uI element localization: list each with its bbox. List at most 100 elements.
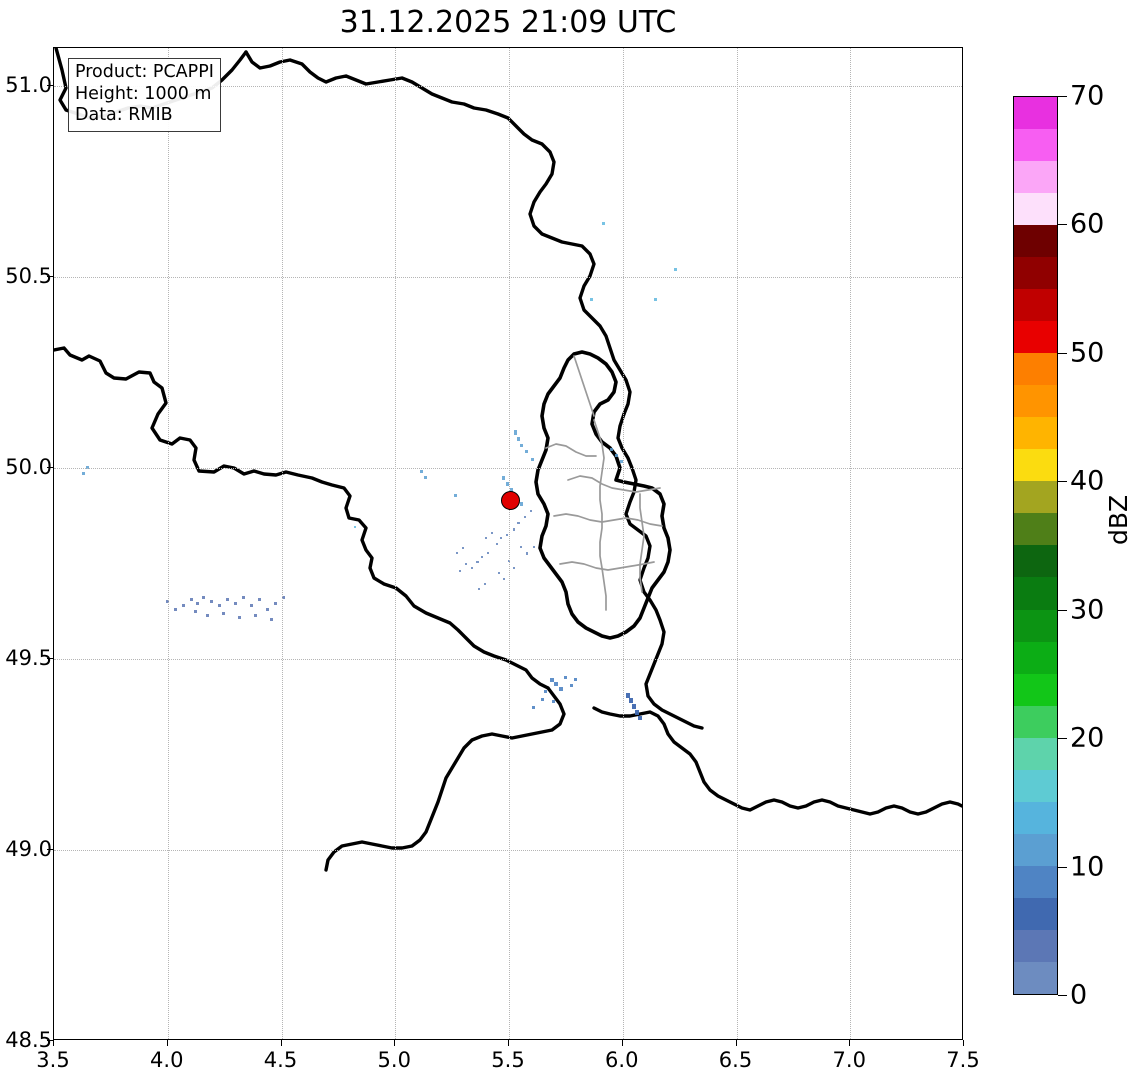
- colorbar-band: [1014, 481, 1057, 514]
- colorbar-band: [1014, 641, 1057, 674]
- colorbar-tick: [1058, 352, 1067, 354]
- colorbar-band: [1014, 193, 1057, 226]
- colorbar-band: [1014, 449, 1057, 482]
- colorbar-band: [1014, 705, 1057, 738]
- map-plot-area[interactable]: Product: PCAPPI Height: 1000 m Data: RMI…: [53, 47, 963, 1040]
- colorbar-tick-label: 10: [1070, 851, 1105, 883]
- colorbar-band: [1014, 161, 1057, 194]
- x-axis-tick: [621, 1040, 623, 1046]
- x-axis-tick-label: 7.0: [832, 1048, 866, 1072]
- colorbar-band: [1014, 897, 1057, 930]
- x-axis-tick: [394, 1040, 396, 1046]
- colorbar-tick-label: 60: [1070, 208, 1105, 240]
- y-axis-tick-label: 50.5: [5, 264, 52, 289]
- gridline-horizontal: [54, 659, 962, 661]
- colorbar-band: [1014, 321, 1057, 354]
- gridline-horizontal: [54, 277, 962, 279]
- radar-echo-layer: [82, 222, 677, 720]
- colorbar-tick: [1058, 224, 1067, 226]
- gridline-horizontal: [54, 86, 962, 88]
- map-canvas: Product: PCAPPI Height: 1000 m Data: RMI…: [54, 48, 962, 1039]
- colorbar-tick-label: 40: [1070, 465, 1105, 497]
- colorbar-tick: [1058, 481, 1067, 483]
- colorbar-band: [1014, 961, 1057, 994]
- x-axis-tick: [963, 1040, 964, 1046]
- gridline-vertical: [395, 48, 397, 1039]
- gridline-vertical: [509, 48, 510, 1039]
- administrative-subdivisions: [545, 355, 663, 611]
- page-title: 31.12.2025 21:09 UTC: [339, 5, 677, 40]
- country-borders: [54, 48, 962, 872]
- y-axis-tick: [47, 1040, 53, 1041]
- x-axis-tick-label: 6.0: [605, 1048, 639, 1072]
- colorbar-tick: [1058, 866, 1067, 868]
- infobox-height-line: Height: 1000 m: [75, 83, 212, 104]
- x-axis-tick-label: 4.0: [150, 1048, 184, 1072]
- radar-site-marker[interactable]: [500, 491, 520, 511]
- product-info-box: Product: PCAPPI Height: 1000 m Data: RMI…: [68, 58, 221, 132]
- y-axis-tick: [47, 276, 53, 278]
- x-axis-tick: [53, 1040, 54, 1046]
- colorbar-tick: [1058, 96, 1067, 97]
- y-axis-tick-label: 49.0: [5, 837, 52, 862]
- x-axis-tick-label: 5.5: [491, 1048, 525, 1072]
- map-geography-layer: [54, 48, 962, 872]
- colorbar-tick-label: 30: [1070, 594, 1105, 626]
- y-axis-tick: [47, 849, 53, 851]
- colorbar-band: [1014, 769, 1057, 802]
- x-axis-tick: [166, 1040, 168, 1046]
- colorbar-tick-label: 50: [1070, 337, 1105, 369]
- y-axis-tick-label: 50.0: [5, 455, 52, 480]
- colorbar-band: [1014, 673, 1057, 706]
- colorbar-band: [1014, 577, 1057, 610]
- colorbar-band: [1014, 97, 1057, 130]
- colorbar-tick-label: 70: [1070, 80, 1105, 112]
- colorbar-band: [1014, 801, 1057, 834]
- gridline-vertical: [622, 48, 624, 1039]
- x-axis-tick: [508, 1040, 509, 1046]
- x-axis-tick-label: 7.5: [946, 1048, 980, 1072]
- x-axis-tick-label: 6.5: [718, 1048, 753, 1072]
- y-axis-tick-label: 51.0: [5, 73, 52, 98]
- colorbar-tick-label: 0: [1070, 979, 1088, 1011]
- x-axis-tick: [280, 1040, 282, 1046]
- x-axis-tick: [849, 1040, 851, 1046]
- infobox-data-line: Data: RMIB: [75, 105, 173, 125]
- y-axis-tick: [47, 85, 53, 87]
- colorbar-band: [1014, 289, 1057, 322]
- colorbar-tick: [1058, 738, 1067, 740]
- colorbar-tick: [1058, 995, 1067, 996]
- colorbar-tick: [1058, 609, 1067, 611]
- x-axis-tick-label: 3.5: [36, 1048, 70, 1072]
- colorbar-band: [1014, 737, 1057, 770]
- colorbar-band: [1014, 609, 1057, 642]
- colorbar-band: [1014, 865, 1057, 898]
- y-axis-tick-label: 49.5: [5, 646, 52, 671]
- colorbar-band: [1014, 545, 1057, 578]
- infobox-product-line: Product: PCAPPI: [75, 62, 214, 82]
- x-axis-tick-label: 4.5: [263, 1048, 298, 1072]
- colorbar-label: dBZ: [1104, 494, 1133, 545]
- gridline-vertical: [850, 48, 852, 1039]
- y-axis-tick: [47, 658, 53, 660]
- x-axis-tick: [735, 1040, 737, 1046]
- colorbar-band: [1014, 257, 1057, 290]
- gridline-horizontal: [54, 468, 962, 470]
- y-axis-tick: [47, 467, 53, 469]
- colorbar-band: [1014, 929, 1057, 962]
- colorbar-band: [1014, 385, 1057, 418]
- y-axis-tick-label: 48.5: [5, 1028, 52, 1052]
- colorbar-band: [1014, 129, 1057, 162]
- gridline-horizontal: [54, 850, 962, 852]
- colorbar-tick-label: 20: [1070, 722, 1105, 754]
- gridline-vertical: [167, 48, 169, 1039]
- colorbar-band: [1014, 833, 1057, 866]
- colorbar-band: [1014, 225, 1057, 258]
- gridline-vertical: [281, 48, 283, 1039]
- colorbar-band: [1014, 417, 1057, 450]
- x-axis-tick-label: 5.0: [377, 1048, 411, 1072]
- colorbar-band: [1014, 513, 1057, 546]
- colorbar[interactable]: [1013, 96, 1058, 995]
- colorbar-band: [1014, 353, 1057, 386]
